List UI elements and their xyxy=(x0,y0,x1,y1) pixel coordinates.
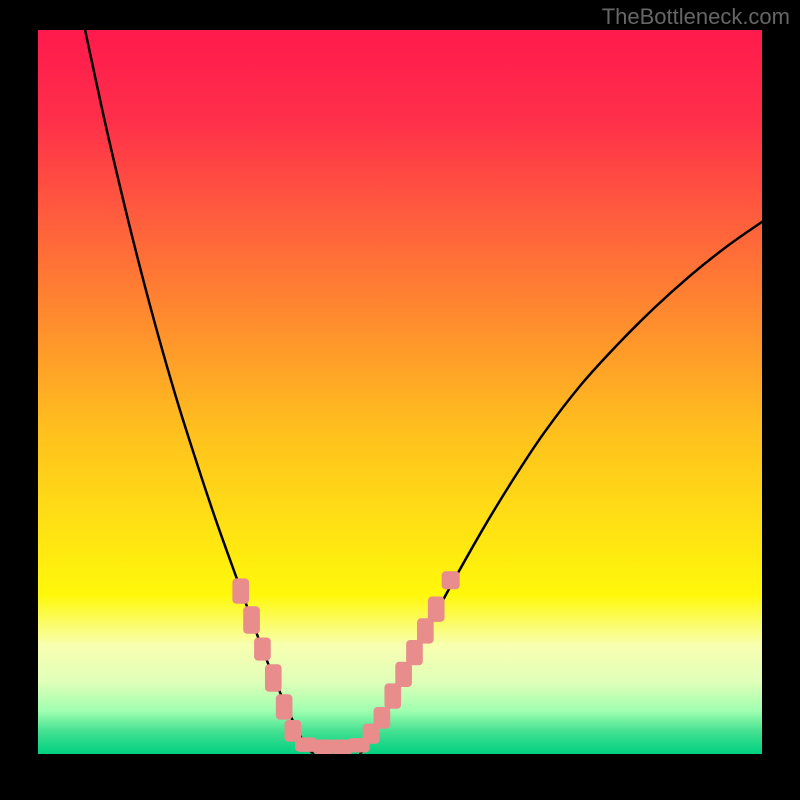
marker-12 xyxy=(384,683,401,708)
chart-container: TheBottleneck.com xyxy=(0,0,800,800)
marker-14 xyxy=(406,640,423,665)
marker-16 xyxy=(428,597,445,622)
watermark-text: TheBottleneck.com xyxy=(602,4,790,30)
marker-4 xyxy=(276,694,293,719)
chart-svg xyxy=(38,30,762,754)
plot-area xyxy=(38,30,762,754)
marker-2 xyxy=(254,637,271,660)
marker-17 xyxy=(442,571,460,589)
gradient-background xyxy=(38,30,762,754)
marker-13 xyxy=(395,662,412,687)
marker-1 xyxy=(243,606,260,634)
marker-15 xyxy=(417,618,434,643)
marker-11 xyxy=(374,707,391,729)
marker-3 xyxy=(265,664,282,692)
marker-0 xyxy=(232,578,249,603)
